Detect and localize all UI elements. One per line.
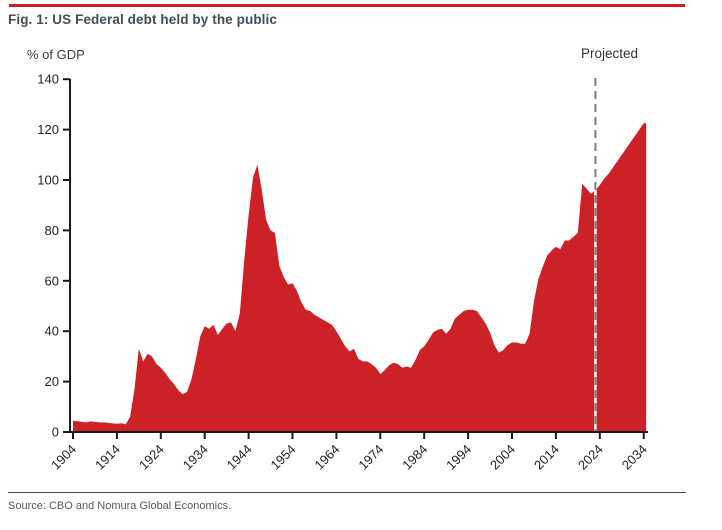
x-tick-label: 1994 [443, 442, 474, 473]
y-tick-label: 120 [37, 122, 59, 137]
figure-title: Fig. 1: US Federal debt held by the publ… [8, 12, 277, 27]
x-tick-label: 1984 [399, 442, 430, 473]
x-tick-label: 1954 [268, 442, 299, 473]
x-tick-label: 1914 [92, 442, 123, 473]
source-note: Source: CBO and Nomura Global Economics. [8, 500, 232, 512]
x-tick-label: 1904 [48, 442, 79, 473]
y-tick-label: 20 [45, 374, 59, 389]
y-tick-label: 0 [52, 425, 59, 440]
y-axis-unit-label: % of GDP [27, 47, 85, 62]
debt-area-series [73, 123, 647, 433]
x-tick-label: 2004 [487, 442, 518, 473]
x-tick-label: 2024 [575, 442, 606, 473]
y-tick-label: 40 [45, 324, 59, 339]
accent-top-rule [9, 4, 685, 7]
footer-rule [8, 492, 686, 493]
x-tick-label: 2034 [619, 442, 650, 473]
y-tick-label: 80 [45, 223, 59, 238]
x-tick-label: 1924 [136, 442, 167, 473]
y-tick-label: 140 [37, 72, 59, 87]
x-tick-label: 1934 [180, 442, 211, 473]
x-tick-label: 1944 [224, 442, 255, 473]
projected-annotation: Projected [581, 46, 639, 61]
x-tick-label: 1974 [355, 442, 386, 473]
x-tick-label: 1964 [311, 442, 342, 473]
y-tick-label: 60 [45, 273, 59, 288]
x-tick-label: 2014 [531, 442, 562, 473]
y-tick-label: 100 [37, 173, 59, 188]
